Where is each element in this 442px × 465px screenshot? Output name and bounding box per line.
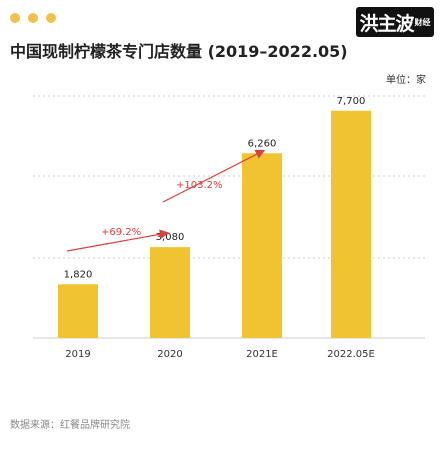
category-label: 2019: [65, 349, 90, 360]
value-label: 3,080: [156, 232, 185, 243]
logo-text: 洪主波: [359, 12, 414, 35]
growth-label: +103.2%: [176, 180, 223, 191]
category-label: 2020: [157, 349, 182, 360]
unit-label: 单位：家: [386, 75, 426, 86]
bar-2019: [58, 284, 98, 338]
value-label: 7,700: [337, 96, 366, 107]
source-note: 数据来源：红餐品牌研究院: [10, 420, 130, 431]
growth-arrow: [66, 229, 170, 252]
bar-2020: [150, 247, 190, 338]
bar-2022.05E: [331, 110, 371, 338]
growth-arrow: [162, 149, 266, 203]
dot-icon: [10, 13, 20, 23]
brand-logo: 洪主波 财经: [356, 7, 434, 37]
category-label: 2022.05E: [327, 349, 375, 360]
window-dots: [10, 13, 56, 23]
dot-icon: [28, 13, 38, 23]
dot-icon: [46, 13, 56, 23]
chart-title: 中国现制柠檬茶专门店数量 (2019–2022.05): [10, 42, 348, 61]
category-label: 2021E: [246, 349, 278, 360]
value-label: 6,260: [248, 138, 277, 149]
growth-label: +69.2%: [101, 227, 141, 238]
bar-2021E: [242, 153, 282, 338]
value-label: 1,820: [64, 269, 93, 280]
logo-sub: 财经: [414, 17, 431, 27]
